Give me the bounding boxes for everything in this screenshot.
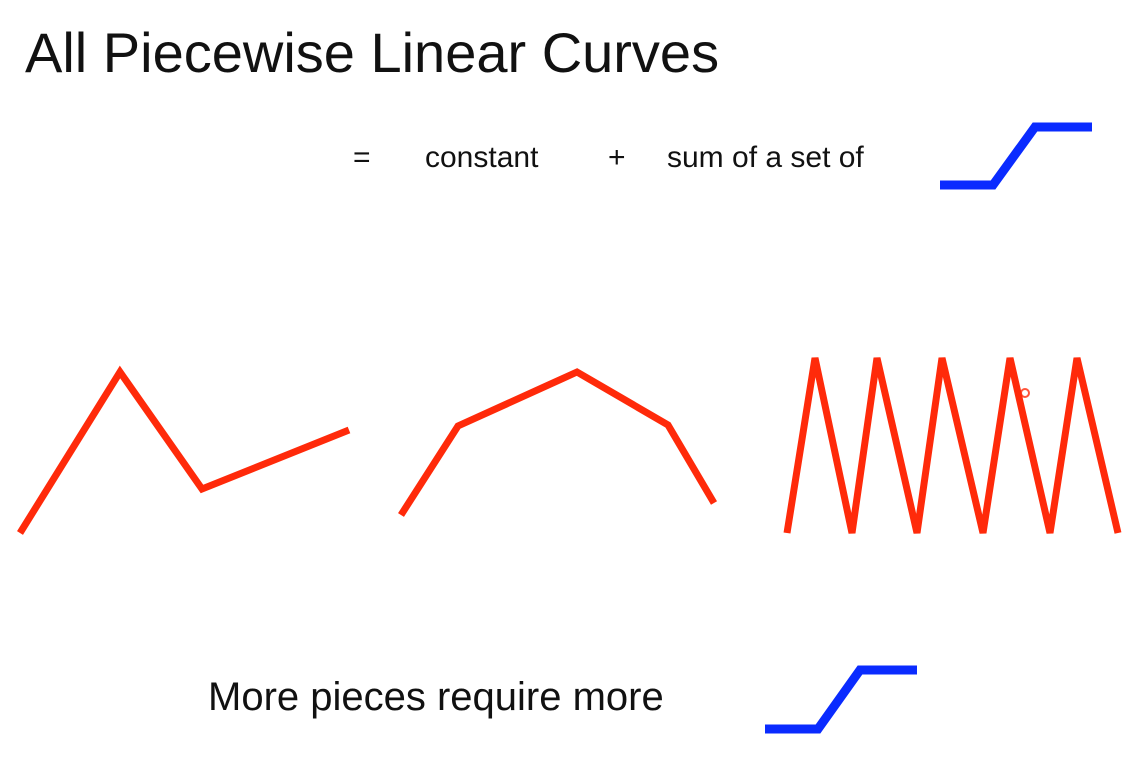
- plus-sign: +: [608, 141, 626, 174]
- constant-term: constant: [425, 141, 539, 174]
- equals-sign: =: [353, 141, 371, 174]
- step-function-icon: [765, 665, 917, 734]
- slide-title: All Piecewise Linear Curves: [25, 21, 719, 84]
- pointer: [1020, 388, 1030, 398]
- curve-few-pieces: [17, 365, 351, 535]
- curve-zigzag: [783, 357, 1122, 534]
- footer-text: More pieces require more: [208, 675, 664, 719]
- sum-term: sum of a set of: [667, 141, 864, 174]
- curve-smooth: [398, 368, 718, 517]
- step-function-icon: [940, 122, 1092, 190]
